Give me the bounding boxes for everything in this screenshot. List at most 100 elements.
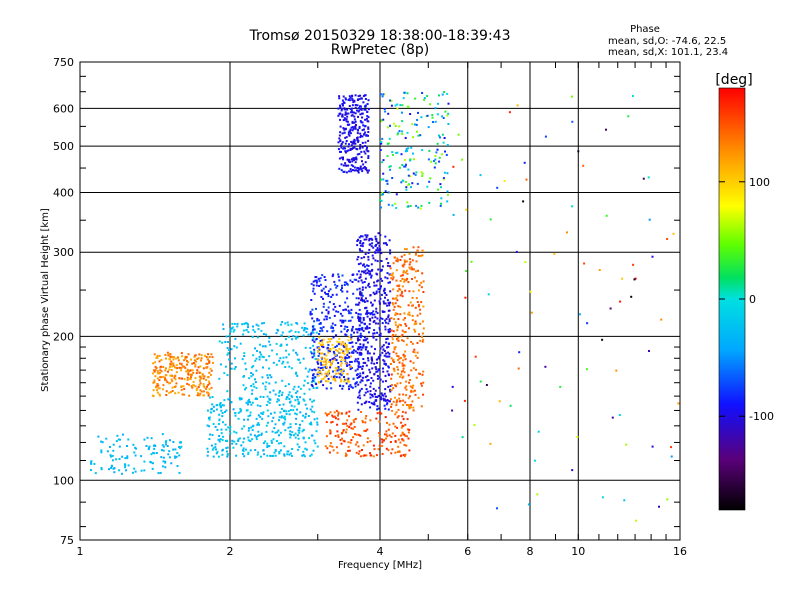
data-point [100,468,103,471]
data-point [329,444,332,447]
data-point [346,326,349,328]
data-point [211,448,214,451]
data-point [333,352,336,355]
data-point [651,255,654,258]
data-point [366,428,369,431]
data-point [428,201,431,204]
data-point [660,318,663,321]
data-point [363,300,366,303]
data-point [378,432,381,435]
data-point [615,369,618,372]
data-point [279,357,282,360]
data-point [377,356,380,359]
data-point [293,385,296,388]
colorbar-tick-label: 0 [749,293,756,306]
data-point [292,388,295,391]
data-point [408,405,411,408]
data-point [241,358,244,361]
data-point [205,378,208,381]
data-point [387,142,390,145]
data-point [345,422,348,425]
data-point [404,165,407,168]
data-point [313,411,316,414]
data-point [524,261,527,264]
data-point [339,131,342,134]
data-point [208,360,211,363]
data-point [347,385,350,388]
data-point [156,389,159,392]
data-point [334,367,337,369]
data-point [373,319,376,322]
data-point [221,412,224,414]
y-tick-label: 75 [60,534,74,547]
data-point [389,301,391,304]
data-point [621,277,624,280]
data-point [243,355,246,357]
data-point [382,193,384,196]
data-point [396,257,399,260]
data-point [324,375,327,378]
data-point [415,252,417,255]
data-point [363,128,365,131]
data-point [340,109,343,112]
data-point [364,376,367,379]
data-point [364,391,367,394]
data-point [158,354,161,357]
data-point [509,404,512,407]
data-point [266,421,269,424]
data-point [361,146,364,149]
data-point [192,380,195,383]
data-point [366,169,368,172]
data-point [324,359,327,362]
data-point [338,376,341,379]
colorbar-label: [deg] [715,72,752,88]
data-point [351,141,354,144]
data-point [313,351,316,354]
data-point [245,368,248,371]
data-point [180,377,183,380]
data-point [283,417,286,420]
data-point [339,351,342,354]
data-point [396,103,399,106]
data-point [312,344,315,347]
data-point [419,322,422,325]
data-point [323,318,326,321]
data-point [152,372,154,375]
data-point [479,174,482,177]
data-point [342,127,345,130]
data-point [364,94,367,97]
data-point [131,471,134,474]
data-points [90,91,680,522]
data-point [406,272,409,275]
data-point [571,120,574,123]
data-point [314,357,317,360]
data-point [259,343,261,346]
data-point [368,317,371,320]
data-point [402,454,405,457]
data-point [276,431,279,434]
data-point [275,332,278,335]
data-point [230,401,233,404]
data-point [281,379,284,382]
data-point [349,161,351,164]
y-tick-label: 200 [53,330,74,343]
data-point [297,400,300,403]
data-point [215,452,218,455]
data-point [111,459,114,462]
data-point [260,432,263,435]
data-point [243,418,246,421]
data-point [571,469,574,472]
data-point [335,358,338,361]
data-point [340,370,342,373]
data-point [368,323,371,326]
data-point [457,133,460,136]
data-point [249,449,252,452]
data-point [172,356,175,359]
data-point [375,249,378,252]
data-point [126,445,128,447]
data-point [341,321,344,324]
data-point [358,107,361,109]
data-point [344,113,347,116]
data-point [295,413,298,416]
data-point [106,450,109,453]
